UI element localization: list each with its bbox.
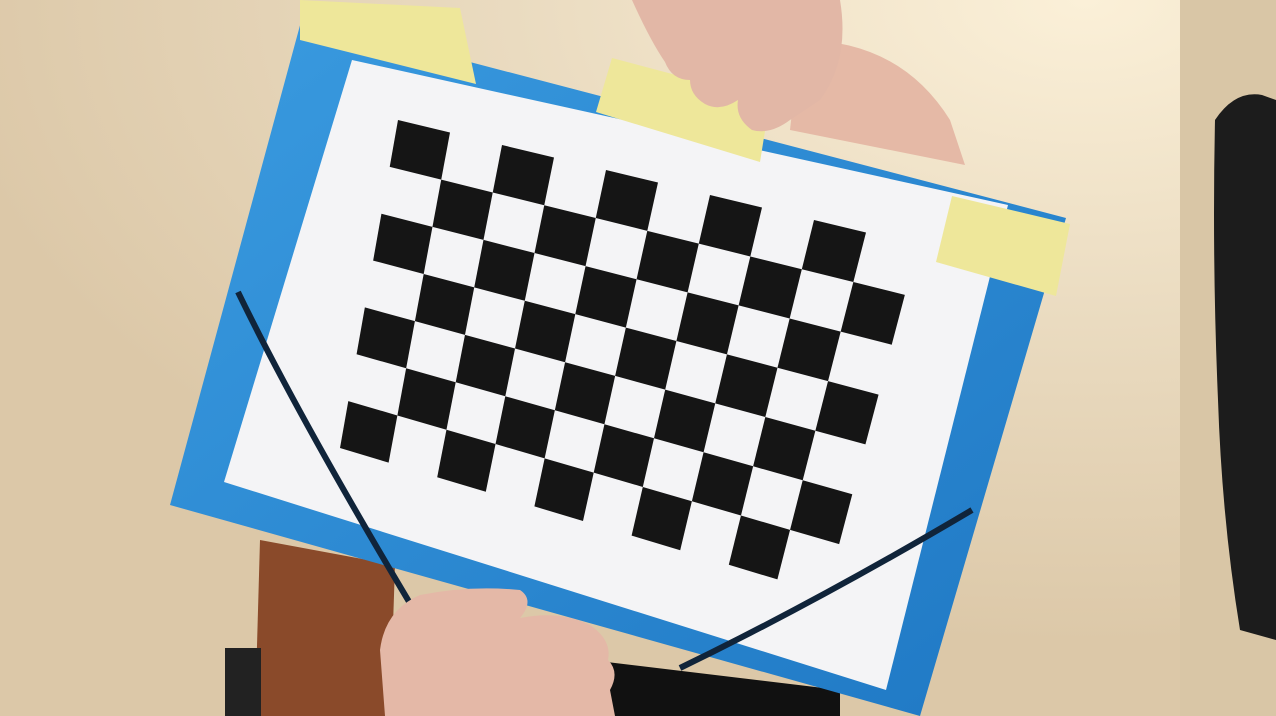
checker-square [397, 368, 456, 430]
dark-object-bottom-left [225, 648, 261, 716]
checker-square [373, 213, 433, 274]
tape-strip-right [936, 196, 1070, 296]
checker-square [437, 429, 496, 492]
dark-object-bottom [590, 660, 840, 716]
checker-square [815, 381, 879, 445]
checker-square [340, 401, 398, 463]
checker-square [455, 334, 516, 397]
checker-square [515, 300, 576, 363]
checker-square [777, 318, 841, 382]
checker-square [595, 170, 658, 231]
checker-square [593, 424, 654, 487]
checker-square [790, 480, 853, 545]
checker-square [676, 292, 739, 355]
dark-hanging-object [1214, 94, 1276, 641]
checker-square [738, 256, 802, 319]
checker-square [474, 239, 535, 301]
checker-square [636, 230, 699, 293]
hand-top [632, 0, 843, 132]
checker-square [840, 282, 905, 345]
checker-square [691, 452, 754, 516]
checker-square [753, 417, 816, 481]
chair-back [255, 540, 395, 716]
tape-strip-top-center [596, 58, 770, 162]
checker-square [698, 195, 762, 257]
checker-square [432, 179, 493, 240]
tape-strip-top-left [300, 0, 476, 84]
checker-square [715, 354, 778, 418]
checker-square [492, 145, 554, 206]
checker-square [631, 486, 692, 551]
checker-square [801, 220, 866, 283]
checker-square [534, 458, 594, 521]
elastic-band-left [235, 290, 423, 622]
checker-square [534, 205, 596, 267]
checker-square [728, 515, 791, 580]
checker-square [495, 396, 555, 459]
checker-square [615, 327, 677, 390]
checker-square [554, 362, 616, 425]
checker-square [414, 273, 475, 335]
checker-square [389, 120, 450, 180]
checkerboard [340, 120, 905, 580]
checker-square [654, 389, 716, 453]
checker-square [575, 266, 637, 328]
hand-bottom [380, 588, 615, 716]
elastic-band-right [678, 507, 974, 671]
checker-square [356, 307, 415, 369]
